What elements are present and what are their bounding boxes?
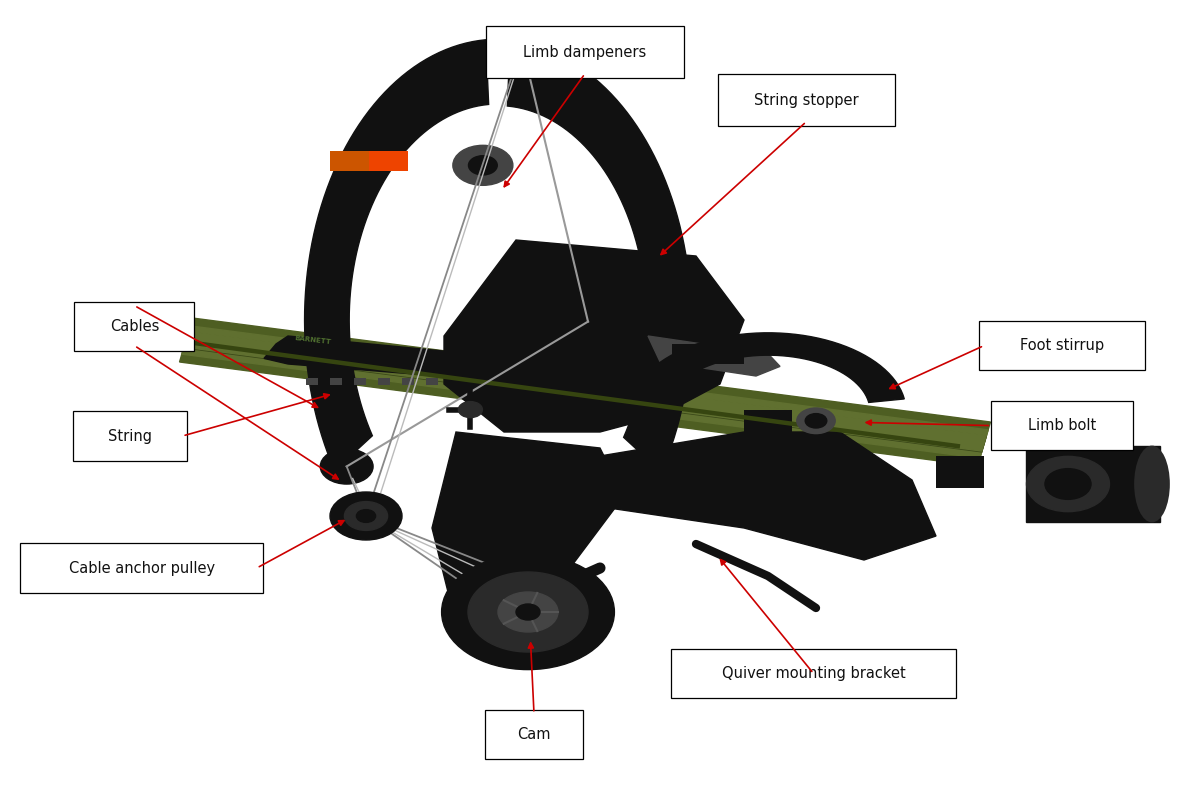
Bar xyxy=(450,378,462,385)
FancyBboxPatch shape xyxy=(991,401,1133,450)
FancyBboxPatch shape xyxy=(671,649,956,698)
Bar xyxy=(354,378,366,385)
Circle shape xyxy=(516,604,540,620)
Circle shape xyxy=(498,592,558,632)
FancyBboxPatch shape xyxy=(330,151,408,171)
Bar xyxy=(402,378,414,385)
Bar xyxy=(426,378,438,385)
Bar xyxy=(474,378,486,385)
Bar xyxy=(330,378,342,385)
Polygon shape xyxy=(631,333,905,402)
Circle shape xyxy=(356,510,376,522)
Polygon shape xyxy=(1026,446,1160,522)
Circle shape xyxy=(344,502,388,530)
Polygon shape xyxy=(182,326,988,458)
Text: Cable anchor pulley: Cable anchor pulley xyxy=(68,561,215,575)
Polygon shape xyxy=(180,318,990,466)
Text: Cables: Cables xyxy=(109,319,160,334)
Bar xyxy=(744,410,792,480)
Text: Quiver mounting bracket: Quiver mounting bracket xyxy=(721,666,906,681)
Bar xyxy=(936,456,984,488)
Text: BARNETT: BARNETT xyxy=(294,335,331,345)
Circle shape xyxy=(442,554,614,670)
FancyBboxPatch shape xyxy=(979,321,1145,370)
Circle shape xyxy=(805,414,827,428)
Circle shape xyxy=(496,28,548,63)
Circle shape xyxy=(458,402,482,418)
Circle shape xyxy=(468,572,588,652)
Text: Limb bolt: Limb bolt xyxy=(1028,418,1096,433)
FancyBboxPatch shape xyxy=(486,26,684,78)
FancyBboxPatch shape xyxy=(718,74,895,126)
FancyBboxPatch shape xyxy=(20,543,263,593)
Circle shape xyxy=(330,492,402,540)
Text: Cam: Cam xyxy=(517,727,551,742)
Polygon shape xyxy=(444,240,744,432)
Polygon shape xyxy=(528,432,936,560)
Polygon shape xyxy=(184,332,986,452)
Polygon shape xyxy=(184,331,986,451)
Circle shape xyxy=(797,408,835,434)
Circle shape xyxy=(320,449,373,484)
FancyBboxPatch shape xyxy=(485,710,583,759)
FancyBboxPatch shape xyxy=(73,411,187,461)
Bar xyxy=(522,378,534,385)
Polygon shape xyxy=(508,42,691,472)
Polygon shape xyxy=(264,336,576,384)
Polygon shape xyxy=(648,336,780,376)
Ellipse shape xyxy=(1134,446,1170,522)
FancyBboxPatch shape xyxy=(74,302,194,351)
Text: String: String xyxy=(108,429,151,443)
Bar xyxy=(672,344,744,364)
Circle shape xyxy=(1026,456,1110,512)
Circle shape xyxy=(452,146,512,186)
Text: Limb dampeners: Limb dampeners xyxy=(523,45,647,59)
Circle shape xyxy=(1045,469,1091,499)
FancyBboxPatch shape xyxy=(368,151,408,171)
Polygon shape xyxy=(305,40,488,470)
Text: Foot stirrup: Foot stirrup xyxy=(1020,338,1104,353)
Bar xyxy=(378,378,390,385)
Text: String stopper: String stopper xyxy=(754,93,859,107)
Polygon shape xyxy=(432,432,624,624)
Bar xyxy=(498,378,510,385)
Circle shape xyxy=(468,156,497,175)
Bar xyxy=(306,378,318,385)
